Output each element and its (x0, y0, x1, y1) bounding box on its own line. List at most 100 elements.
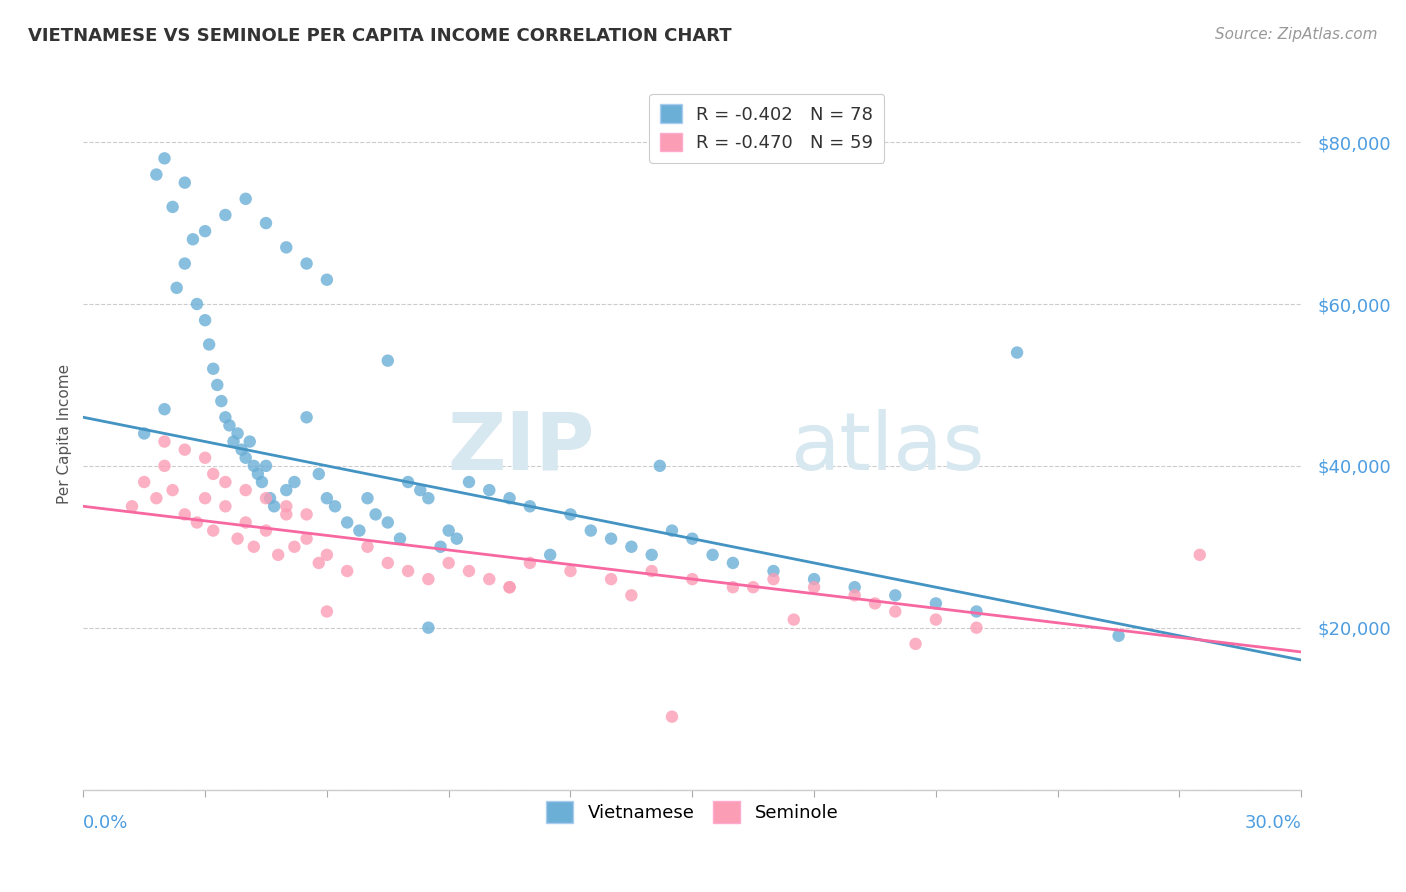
Point (283, 475, 305, 489)
Point (884, 588, 907, 602)
Point (396, 564, 419, 578)
Point (243, 458, 266, 473)
Point (194, 450, 217, 465)
Point (620, 540, 643, 554)
Point (1005, 345, 1028, 359)
Point (884, 605, 907, 619)
Point (498, 580, 520, 594)
Point (315, 548, 337, 562)
Point (235, 483, 257, 497)
Point (209, 394, 232, 409)
Point (863, 596, 886, 610)
Point (721, 556, 744, 570)
Point (194, 313, 217, 327)
Point (235, 516, 257, 530)
Point (134, 426, 156, 441)
Point (783, 613, 806, 627)
Point (214, 475, 236, 489)
Point (478, 483, 501, 497)
Point (295, 508, 318, 522)
Point (519, 556, 541, 570)
Point (409, 483, 432, 497)
Point (388, 532, 411, 546)
Point (254, 491, 277, 506)
Point (418, 572, 440, 586)
Y-axis label: Per Capita Income: Per Capita Income (58, 363, 72, 504)
Point (803, 572, 825, 586)
Point (315, 273, 337, 287)
Text: VIETNAMESE VS SEMINOLE PER CAPITA INCOME CORRELATION CHART: VIETNAMESE VS SEMINOLE PER CAPITA INCOME… (28, 27, 731, 45)
Point (226, 532, 249, 546)
Point (364, 508, 387, 522)
Point (437, 524, 460, 538)
Point (181, 232, 204, 246)
Point (267, 548, 290, 562)
Point (153, 152, 176, 166)
Point (121, 500, 143, 514)
Point (418, 621, 440, 635)
Point (336, 516, 359, 530)
Point (458, 475, 481, 489)
Point (283, 540, 305, 554)
Point (173, 256, 195, 270)
Point (295, 532, 318, 546)
Point (295, 256, 318, 270)
Point (276, 508, 298, 522)
Point (162, 200, 184, 214)
Point (145, 168, 167, 182)
Point (308, 467, 330, 481)
Point (246, 467, 269, 481)
Point (145, 491, 167, 506)
Point (276, 240, 298, 254)
Point (641, 564, 664, 578)
Point (194, 491, 217, 506)
Point (600, 572, 623, 586)
Point (226, 426, 249, 441)
Point (458, 564, 481, 578)
Point (134, 475, 156, 489)
Point (377, 516, 399, 530)
Point (377, 353, 399, 368)
Point (519, 500, 541, 514)
Point (235, 192, 257, 206)
Point (446, 532, 468, 546)
Point (153, 434, 176, 449)
Point (498, 491, 520, 506)
Point (222, 434, 245, 449)
Point (194, 224, 217, 238)
Point (162, 483, 184, 497)
Point (560, 564, 582, 578)
Point (239, 434, 262, 449)
Text: Source: ZipAtlas.com: Source: ZipAtlas.com (1215, 27, 1378, 42)
Point (349, 524, 371, 538)
Point (198, 337, 221, 351)
Point (153, 402, 176, 417)
Point (648, 458, 671, 473)
Point (538, 548, 561, 562)
Point (702, 548, 724, 562)
Point (243, 540, 266, 554)
Point (661, 524, 683, 538)
Point (904, 637, 927, 651)
Point (173, 176, 195, 190)
Point (803, 580, 825, 594)
Point (218, 418, 240, 433)
Point (254, 524, 277, 538)
Point (1108, 629, 1130, 643)
Text: 0.0%: 0.0% (83, 814, 129, 832)
Point (356, 491, 378, 506)
Point (254, 458, 277, 473)
Point (925, 596, 948, 610)
Point (356, 540, 378, 554)
Point (173, 508, 195, 522)
Point (620, 588, 643, 602)
Point (336, 564, 359, 578)
Point (207, 378, 229, 392)
Point (276, 500, 298, 514)
Point (560, 508, 582, 522)
Point (202, 524, 225, 538)
Point (173, 442, 195, 457)
Point (844, 580, 866, 594)
Point (214, 500, 236, 514)
Point (308, 556, 330, 570)
